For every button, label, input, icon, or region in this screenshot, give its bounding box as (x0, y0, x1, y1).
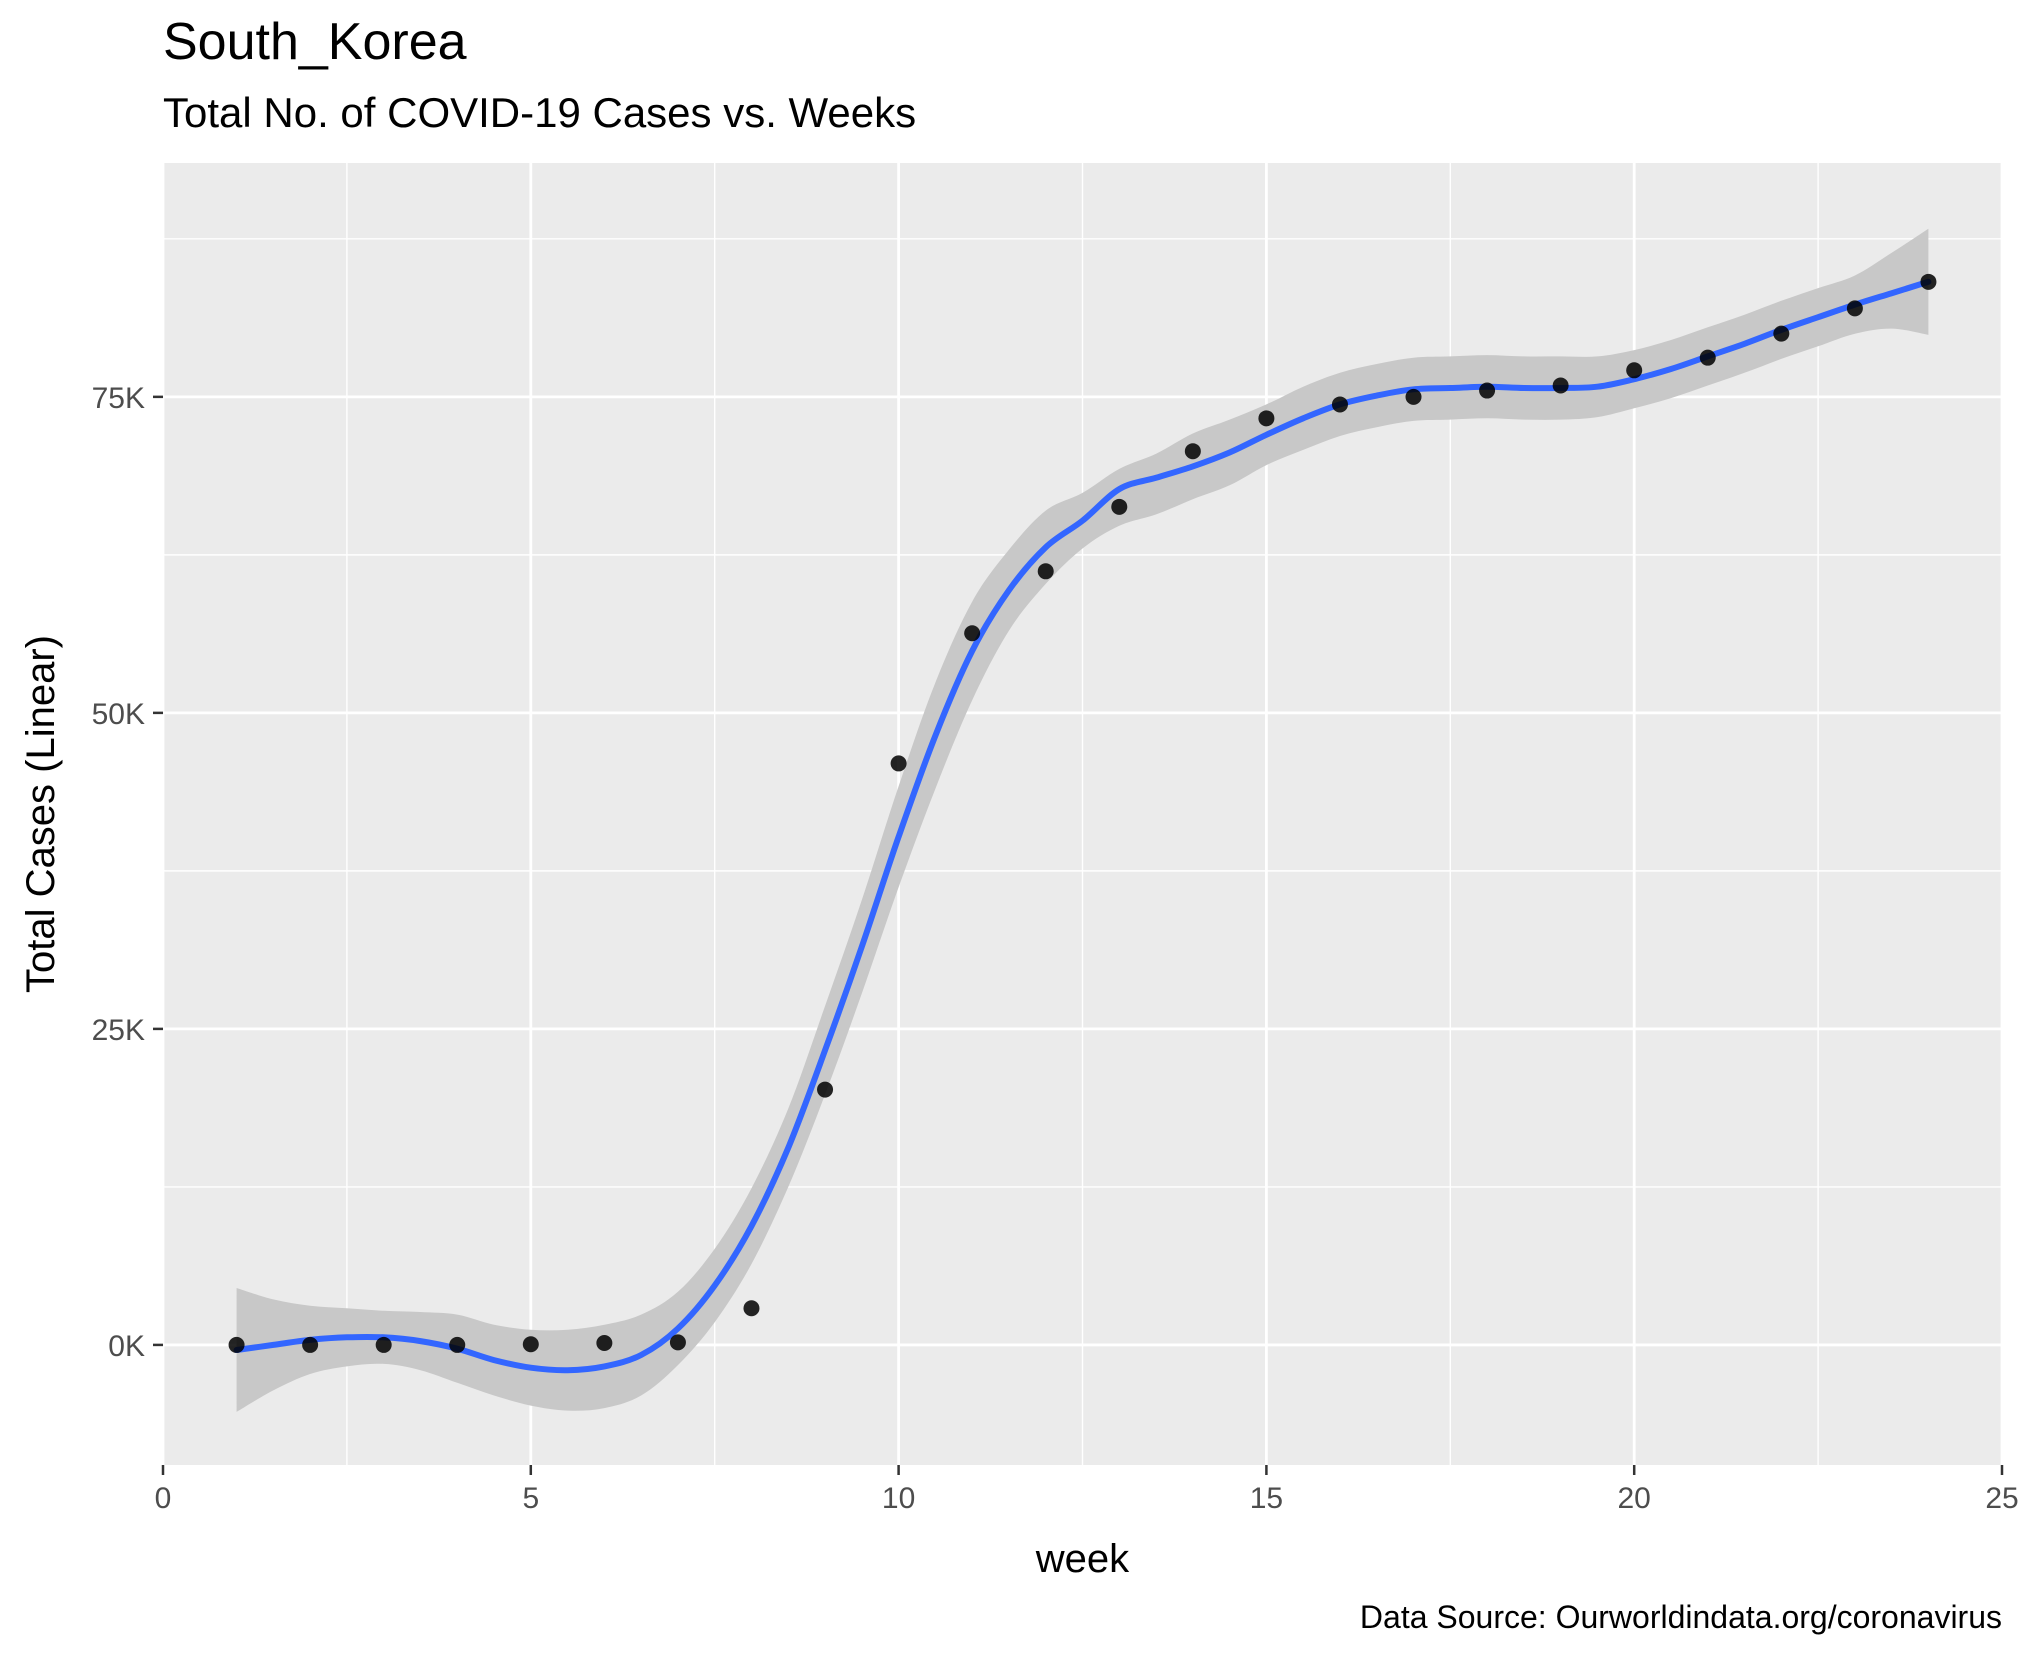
y-tick-label: 25K (92, 1014, 145, 1047)
data-point (1405, 388, 1422, 405)
data-point (669, 1334, 686, 1351)
minor-gridlines (163, 163, 2002, 1465)
data-point (1626, 362, 1643, 379)
data-point (1552, 377, 1569, 394)
x-axis-title: week (1035, 1537, 1130, 1581)
y-tick-label: 0K (108, 1330, 145, 1363)
data-point (1699, 349, 1716, 366)
data-point (522, 1336, 539, 1353)
data-point (449, 1336, 466, 1353)
x-tick-label: 5 (522, 1482, 539, 1515)
y-tick-label: 75K (92, 382, 145, 415)
chart-title: South_Korea (163, 13, 467, 71)
y-tick-label: 50K (92, 698, 145, 731)
data-point (375, 1336, 392, 1353)
data-point (964, 625, 981, 642)
data-point (1479, 382, 1496, 399)
data-point (1920, 273, 1937, 290)
axes: 0 5 10 15 20 25 0K 25K 50K 75K (92, 382, 2019, 1515)
data-source-caption: Data Source: Ourworldindata.org/coronavi… (1360, 1599, 2002, 1635)
chart-subtitle: Total No. of COVID-19 Cases vs. Weeks (163, 89, 917, 136)
confidence-band (236, 228, 1929, 1412)
x-tick-label: 20 (1618, 1482, 1651, 1515)
data-point (228, 1336, 245, 1353)
smooth-line-layer (233, 278, 1932, 1374)
major-gridlines (161, 163, 2004, 1465)
data-point (1037, 563, 1054, 580)
data-point (1773, 325, 1790, 342)
data-point (743, 1300, 760, 1317)
x-tick-label: 25 (1985, 1482, 2018, 1515)
data-points (228, 273, 1937, 1353)
data-point (596, 1335, 613, 1352)
data-point (1184, 443, 1201, 460)
smooth-trend-line (233, 278, 1932, 1374)
data-point (817, 1081, 834, 1098)
confidence-band-area (236, 228, 1929, 1412)
data-point (302, 1336, 319, 1353)
data-point (1111, 498, 1128, 515)
data-point (1258, 410, 1275, 427)
data-point (1331, 396, 1348, 413)
y-axis-title: Total Cases (Linear) (19, 635, 63, 993)
data-point (890, 755, 907, 772)
x-tick-label: 10 (882, 1482, 915, 1515)
data-point (1846, 300, 1863, 317)
x-tick-label: 0 (155, 1482, 172, 1515)
x-tick-label: 15 (1250, 1482, 1283, 1515)
